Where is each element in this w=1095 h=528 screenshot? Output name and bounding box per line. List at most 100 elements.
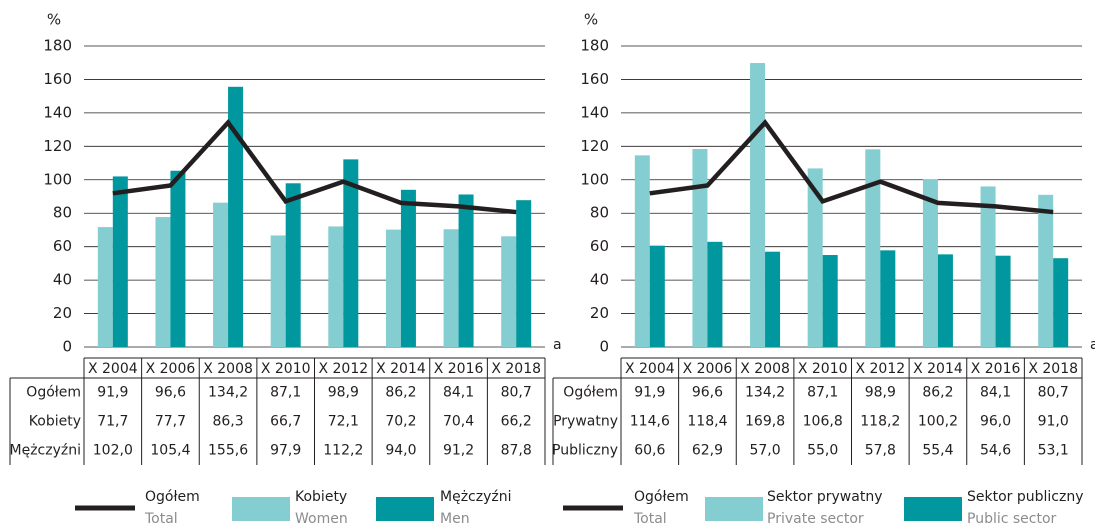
bar — [634, 155, 650, 347]
bar — [750, 63, 766, 347]
bar — [400, 189, 416, 347]
x-tick-label: X 2016 — [434, 361, 484, 377]
y-tick-label: 80 — [53, 204, 72, 222]
line — [649, 119, 1054, 215]
table-cell: 54,6 — [980, 443, 1011, 459]
line — [112, 119, 517, 215]
table-cell: 96,6 — [692, 385, 723, 401]
bar — [980, 186, 996, 347]
note: a — [1090, 337, 1095, 353]
table-cell: 86,2 — [385, 385, 416, 401]
y-tick-label: 20 — [590, 304, 609, 322]
x-tick-label: X 2008 — [203, 361, 253, 377]
table-cell: 72,1 — [328, 414, 359, 430]
y-tick-label: 160 — [580, 70, 609, 88]
y-tick-label: 180 — [580, 37, 609, 55]
table-cell: 80,7 — [1038, 385, 1069, 401]
y-tick-label: 0 — [62, 338, 72, 356]
x-tick-label: X 2006 — [146, 361, 196, 377]
table-row-label: Kobiety — [29, 414, 81, 430]
table-cell: 60,6 — [634, 443, 665, 459]
legend-label-en: Men — [440, 511, 470, 527]
bar — [865, 149, 881, 347]
bar — [343, 159, 359, 347]
x-tick-label: X 2010 — [261, 361, 311, 377]
table-cell: 84,1 — [443, 385, 474, 401]
x-tick-label: X 2018 — [1028, 361, 1078, 377]
legend-label: Mężczyźni — [440, 489, 511, 505]
table-cell: 53,1 — [1038, 443, 1069, 459]
table-cell: 106,8 — [803, 414, 843, 430]
bar — [155, 217, 171, 347]
legend-label-en: Total — [144, 511, 178, 527]
y-axis-label: % — [47, 11, 61, 29]
x-tick-label: X 2012 — [318, 361, 368, 377]
table-cell: 70,4 — [443, 414, 474, 430]
note: a — [553, 337, 562, 353]
bar — [443, 229, 459, 347]
table-cell: 96,6 — [155, 385, 186, 401]
bar — [995, 255, 1011, 347]
y-tick-label: 0 — [599, 338, 609, 356]
table-cell: 57,8 — [865, 443, 896, 459]
legend-swatch — [232, 497, 290, 521]
bar — [213, 202, 229, 347]
bar — [1038, 194, 1054, 347]
table-cell: 55,4 — [922, 443, 953, 459]
legend-label-en: Women — [295, 511, 348, 527]
y-tick-label: 100 — [43, 170, 72, 188]
legend-label: Sektor publiczny — [967, 489, 1084, 505]
table-cell: 91,9 — [634, 385, 665, 401]
bar — [922, 179, 938, 347]
table-cell: 114,6 — [630, 414, 670, 430]
legend-label: Ogółem — [634, 489, 689, 505]
legend-swatch — [904, 497, 962, 521]
x-tick-label: X 2016 — [971, 361, 1021, 377]
table-cell: 118,4 — [687, 414, 727, 430]
table-row-label: Ogółem — [563, 385, 618, 401]
table-cell: 71,7 — [97, 414, 128, 430]
bar — [228, 86, 244, 348]
legend-label-en: Total — [633, 511, 667, 527]
bar — [458, 194, 474, 347]
y-tick-label: 160 — [43, 70, 72, 88]
y-tick-label: 100 — [580, 170, 609, 188]
y-tick-label: 140 — [43, 103, 72, 121]
bar — [285, 183, 301, 347]
x-tick-label: X 2014 — [913, 361, 963, 377]
bar — [822, 255, 838, 347]
y-axis-label: % — [584, 11, 598, 29]
x-tick-label: X 2018 — [491, 361, 541, 377]
bar — [501, 236, 517, 347]
bar — [649, 245, 665, 347]
bar — [807, 168, 823, 347]
table-row-label: Ogółem — [26, 385, 81, 401]
bar — [1053, 258, 1069, 347]
bar — [937, 254, 953, 347]
bar — [765, 251, 781, 347]
table-cell: 118,2 — [860, 414, 900, 430]
y-tick-label: 20 — [53, 304, 72, 322]
table-row-label: Mężczyźni — [10, 443, 81, 459]
table-cell: 77,7 — [155, 414, 186, 430]
legend-label: Kobiety — [295, 489, 347, 505]
y-tick-label: 180 — [43, 37, 72, 55]
x-tick-label: X 2004 — [625, 361, 675, 377]
bar — [270, 235, 286, 347]
legend-label: Sektor prywatny — [767, 489, 882, 505]
bar — [112, 176, 128, 347]
table-cell: 55,0 — [807, 443, 838, 459]
legend-swatch — [705, 497, 763, 521]
table-row-label: Publiczny — [552, 443, 618, 459]
table-cell: 105,4 — [150, 443, 190, 459]
table-cell: 91,0 — [1038, 414, 1069, 430]
table-row-label: Prywatny — [553, 414, 618, 430]
table-cell: 80,7 — [501, 385, 532, 401]
table-cell: 134,2 — [208, 385, 248, 401]
table-cell: 57,0 — [749, 443, 780, 459]
table-cell: 86,3 — [212, 414, 243, 430]
table-cell: 102,0 — [93, 443, 133, 459]
table-cell: 86,2 — [922, 385, 953, 401]
legend-swatch — [376, 497, 434, 521]
